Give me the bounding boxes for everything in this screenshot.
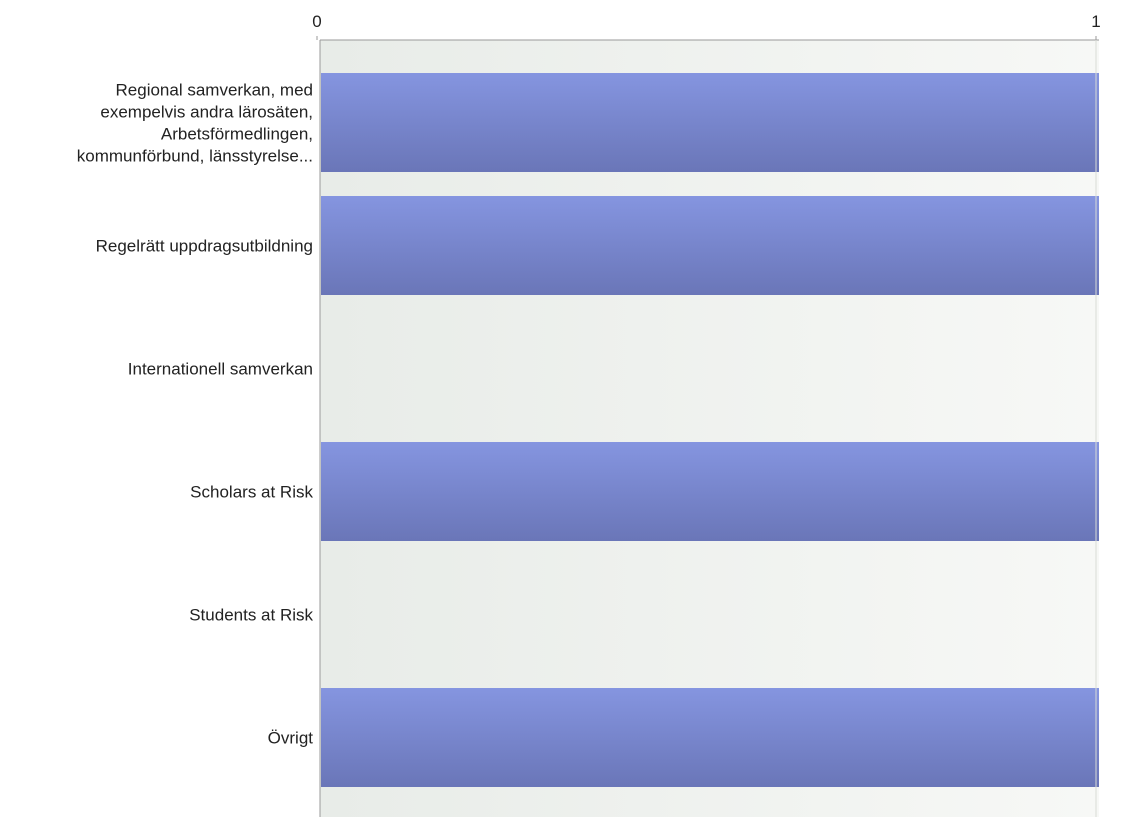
x-tick-label: 1	[1091, 12, 1100, 31]
bar	[321, 73, 1099, 172]
x-tick-label: 0	[312, 12, 321, 31]
category-label-line: Regional samverkan, med	[116, 80, 313, 99]
category-label: Regional samverkan, med exempelvis andra …	[77, 80, 313, 165]
bar	[321, 196, 1099, 295]
category-label-line: exempelvis andra lärosäten,	[100, 102, 313, 121]
category-label-line: Scholars at Risk	[190, 482, 313, 501]
category-labels: Regional samverkan, med exempelvis andra …	[77, 80, 314, 747]
category-label-line: kommunförbund, länsstyrelse...	[77, 146, 313, 165]
category-label: Övrigt	[268, 728, 314, 747]
bar	[321, 442, 1099, 541]
category-label-line: Övrigt	[268, 728, 314, 747]
bar	[321, 688, 1099, 787]
category-label-line: Students at Risk	[189, 605, 313, 624]
bars-layer	[321, 73, 1099, 787]
category-label-line: Arbetsförmedlingen,	[161, 124, 313, 143]
category-label: Regelrätt uppdragsutbildning	[96, 236, 313, 255]
category-label: Internationell samverkan	[128, 359, 313, 378]
category-label-line: Internationell samverkan	[128, 359, 313, 378]
category-label-line: Regelrätt uppdragsutbildning	[96, 236, 313, 255]
category-label: Scholars at Risk	[190, 482, 313, 501]
category-label: Students at Risk	[189, 605, 313, 624]
